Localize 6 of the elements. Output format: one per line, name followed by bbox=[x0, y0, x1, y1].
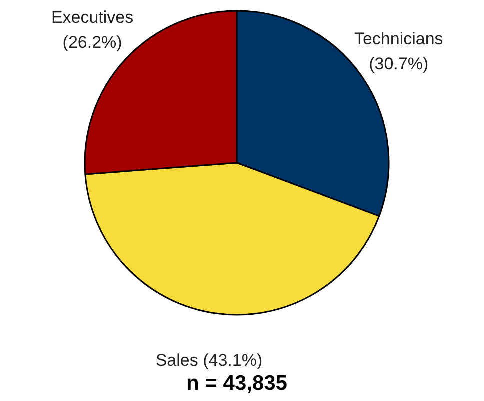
data-label: (30.7%) bbox=[369, 54, 429, 74]
slice-label: Executives bbox=[51, 8, 134, 28]
data-label: (26.2%) bbox=[62, 33, 122, 52]
slice-label: Technicians bbox=[354, 30, 444, 49]
slice-label: Sales (43.1%) bbox=[156, 351, 263, 370]
text: n = 43,835 bbox=[186, 372, 288, 395]
